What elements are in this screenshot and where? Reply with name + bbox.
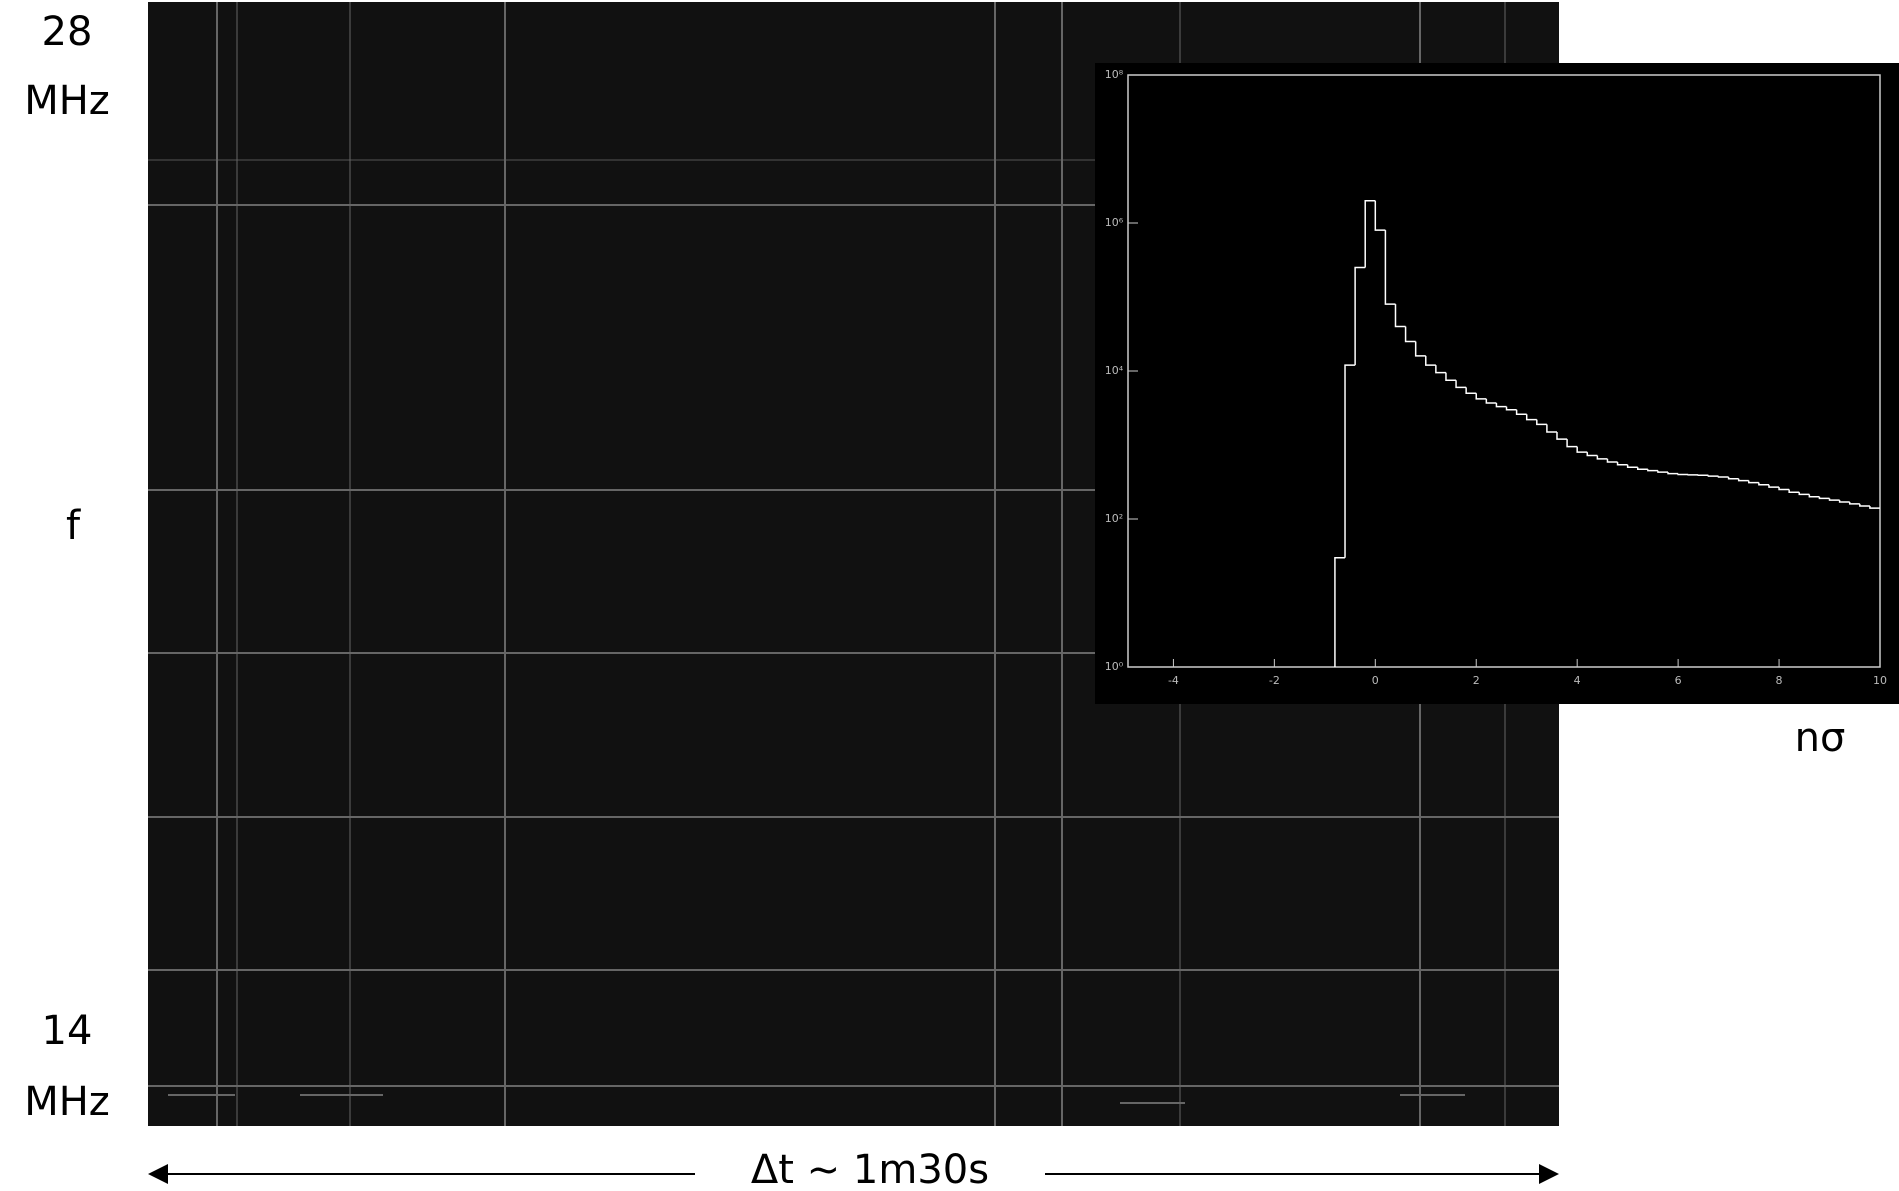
histogram-bin <box>1788 489 1800 493</box>
histogram-bin <box>1414 341 1426 357</box>
histogram-bin <box>1636 467 1648 471</box>
x-tick-label: 0 <box>1372 674 1379 687</box>
x-tick-label: 4 <box>1574 674 1581 687</box>
histogram-bin <box>1606 458 1618 463</box>
histogram-bin <box>1425 355 1436 366</box>
histogram-bin <box>1566 439 1578 448</box>
top-unit: MHz <box>24 78 110 124</box>
histogram-bin <box>1778 487 1790 491</box>
histogram-bin <box>1727 476 1739 480</box>
histogram-bin <box>1586 452 1598 457</box>
histogram-bin <box>1384 230 1396 305</box>
histogram-bin <box>1465 387 1477 395</box>
histogram-bin <box>1455 380 1467 389</box>
histogram-bin <box>1475 393 1487 400</box>
y-tick-label: 10⁸ <box>1105 68 1124 81</box>
histogram-bin <box>1394 304 1406 328</box>
histogram-bin <box>1515 409 1527 416</box>
histogram-bin <box>1536 419 1547 426</box>
histogram-bin <box>1859 503 1870 507</box>
histogram-bin <box>1435 365 1446 374</box>
axis-label: f <box>66 503 81 549</box>
histogram-bin <box>1818 496 1830 500</box>
x-tick-label: -4 <box>1168 674 1179 687</box>
histogram-bin <box>1838 500 1850 503</box>
histogram-bin <box>1364 199 1376 268</box>
y-tick-label: 10² <box>1105 512 1123 525</box>
histogram-bin <box>1505 406 1517 411</box>
histogram-bin <box>1677 473 1689 476</box>
duration-label: Δt ~ 1m30s <box>751 1147 989 1191</box>
histogram-bin <box>1707 475 1719 477</box>
histogram-bin <box>1647 469 1658 472</box>
histogram-bin <box>1667 472 1679 475</box>
histogram-bin <box>1758 482 1769 486</box>
histogram-bin <box>1596 455 1608 460</box>
y-tick-label: 10⁴ <box>1105 364 1124 377</box>
top-value: 28 <box>42 9 93 55</box>
histogram-bin <box>1626 464 1638 469</box>
histogram-bin <box>1556 431 1568 440</box>
bottom-value: 14 <box>42 1008 93 1054</box>
bottom-unit: MHz <box>24 1079 110 1125</box>
histogram-bin <box>1334 556 1346 667</box>
x-tick-label: 8 <box>1776 674 1783 687</box>
histogram-bin <box>1546 424 1557 433</box>
x-axis-label: nσ <box>1795 715 1846 761</box>
histogram-bin <box>1657 470 1669 473</box>
histogram-bin <box>1808 494 1820 498</box>
histogram-bin <box>1354 266 1366 366</box>
x-tick-label: 2 <box>1473 674 1480 687</box>
y-tick-label: 10⁶ <box>1105 216 1124 229</box>
histogram-bin <box>1768 484 1780 488</box>
y-tick-label: 10⁰ <box>1105 660 1124 673</box>
histogram-bin <box>1828 498 1840 501</box>
histogram-bin <box>1404 326 1416 343</box>
histogram-bin <box>1495 402 1507 408</box>
inset <box>1095 63 1899 704</box>
histogram-bin <box>1717 476 1729 478</box>
histogram-bin <box>1616 461 1628 466</box>
x-tick-label: 10 <box>1873 674 1887 687</box>
histogram-bin <box>1344 364 1356 558</box>
histogram-bin <box>1848 501 1860 505</box>
histogram-bin <box>1869 505 1880 509</box>
histogram-bin <box>1374 200 1386 231</box>
histogram-bin <box>1576 446 1588 453</box>
histogram-bin <box>1748 480 1759 484</box>
histogram-bin <box>1798 492 1810 496</box>
x-tick-label: 6 <box>1675 674 1682 687</box>
x-tick-label: -2 <box>1269 674 1280 687</box>
histogram-bin <box>1445 372 1457 381</box>
histogram-bin <box>1737 478 1749 482</box>
histogram-bin <box>1525 414 1537 421</box>
histogram-bin <box>1485 398 1497 404</box>
